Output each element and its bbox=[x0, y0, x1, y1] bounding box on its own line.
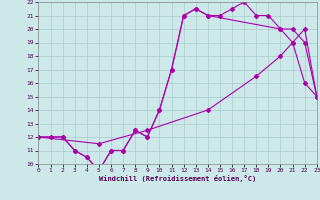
X-axis label: Windchill (Refroidissement éolien,°C): Windchill (Refroidissement éolien,°C) bbox=[99, 175, 256, 182]
